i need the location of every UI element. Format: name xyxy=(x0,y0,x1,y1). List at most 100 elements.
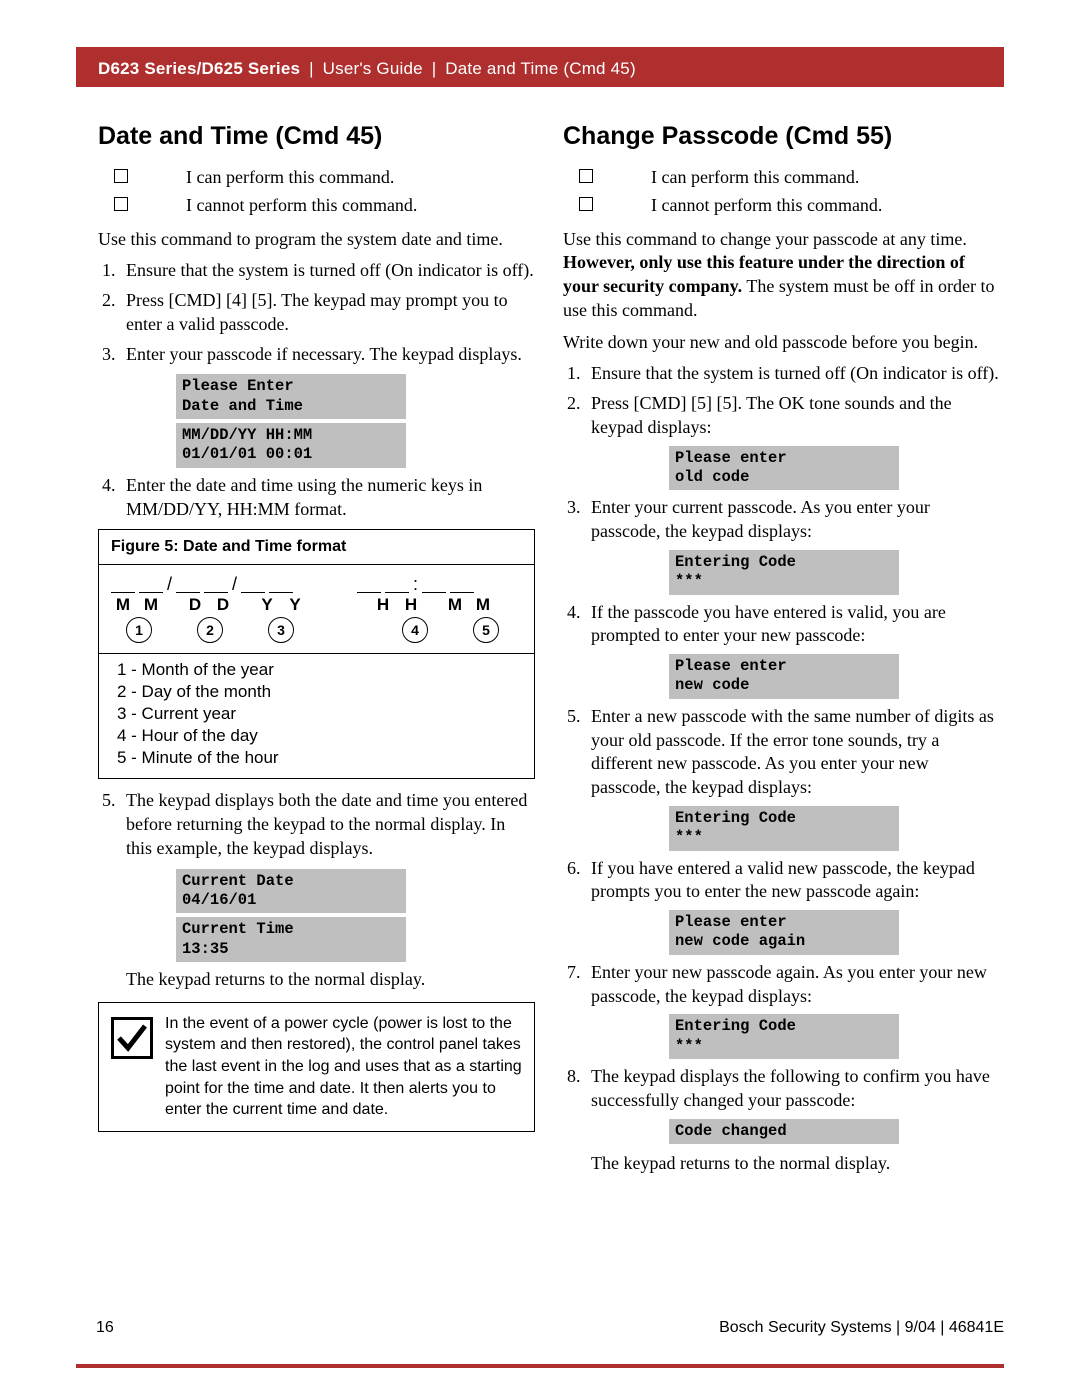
lcd-current-date: Current Date 04/16/01 xyxy=(176,869,406,914)
footer-right: Bosch Security Systems | 9/04 | 46841E xyxy=(719,1319,1004,1337)
right-step-5: Enter a new passcode with the same numbe… xyxy=(585,705,1000,851)
right-intro-a: Use this command to change your passcode… xyxy=(563,229,967,249)
left-intro: Use this command to program the system d… xyxy=(98,228,535,252)
page-number: 16 xyxy=(96,1319,114,1337)
left-steps-c: The keypad displays both the date and ti… xyxy=(120,789,535,860)
left-step-2: Press [CMD] [4] [5]. The keypad may prom… xyxy=(120,289,535,337)
blank xyxy=(269,579,293,593)
lcd-r3-wrap: Please enter new code xyxy=(669,654,899,699)
lcd-r4-wrap: Entering Code *** xyxy=(669,806,899,851)
legend-3: 3 - Current year xyxy=(117,704,522,724)
right-step-4: If the passcode you have entered is vali… xyxy=(585,601,1000,699)
right-step-6-text: If you have entered a valid new passcode… xyxy=(591,858,975,902)
right-after: The keypad returns to the normal display… xyxy=(591,1152,1000,1176)
lcd-new-again: Please enter new code again xyxy=(669,910,899,955)
circle-1: 1 xyxy=(126,617,152,643)
left-steps-b: Enter the date and time using the numeri… xyxy=(120,474,535,522)
circle-4: 4 xyxy=(402,617,428,643)
colon: : xyxy=(413,575,418,593)
right-title: Change Passcode (Cmd 55) xyxy=(563,122,1000,151)
right-write: Write down your new and old passcode bef… xyxy=(563,331,1000,355)
label-h: H xyxy=(371,595,395,615)
left-column: Date and Time (Cmd 45) I can perform thi… xyxy=(98,122,535,1184)
legend-4: 4 - Hour of the day xyxy=(117,726,522,746)
figure-5-body: / / : xyxy=(99,565,534,778)
blank xyxy=(176,579,200,593)
left-check-can: I can perform this command. xyxy=(144,165,535,189)
right-check-cannot: I cannot perform this command. xyxy=(609,193,1000,217)
left-step-5: The keypad displays both the date and ti… xyxy=(120,789,535,860)
labels-row: M M D D Y Y H H M xyxy=(111,595,522,615)
label-m: M xyxy=(139,595,163,615)
right-step-2: Press [CMD] [5] [5]. The OK tone sounds … xyxy=(585,392,1000,490)
label-d: D xyxy=(183,595,207,615)
label-y: Y xyxy=(283,595,307,615)
right-step-6: If you have entered a valid new passcode… xyxy=(585,857,1000,955)
circles-row: 1 2 3 4 5 xyxy=(111,617,522,643)
blank xyxy=(204,579,228,593)
blank xyxy=(450,579,474,593)
figure-5-title: Figure 5: Date and Time format xyxy=(99,530,534,565)
right-step-8-text: The keypad displays the following to con… xyxy=(591,1066,990,1110)
lcd-new-code: Please enter new code xyxy=(669,654,899,699)
lcd-current-time: Current Time 13:35 xyxy=(176,917,406,962)
label-m: M xyxy=(471,595,495,615)
right-step-2-text: Press [CMD] [5] [5]. The OK tone sounds … xyxy=(591,393,952,437)
lcd-r1-wrap: Please enter old code xyxy=(669,446,899,491)
blank xyxy=(139,579,163,593)
left-step-3: Enter your passcode if necessary. The ke… xyxy=(120,343,535,367)
left-checklist: I can perform this command. I cannot per… xyxy=(144,165,535,218)
lcd-r2-wrap: Entering Code *** xyxy=(669,550,899,595)
blank xyxy=(357,579,381,593)
legend-5: 5 - Minute of the hour xyxy=(117,748,522,768)
right-step-4-text: If the passcode you have entered is vali… xyxy=(591,602,946,646)
lcd-r6-wrap: Entering Code *** xyxy=(669,1014,899,1059)
label-d: D xyxy=(211,595,235,615)
note-box: In the event of a power cycle (power is … xyxy=(98,1002,535,1132)
footer: 16 Bosch Security Systems | 9/04 | 46841… xyxy=(96,1319,1004,1337)
blank xyxy=(241,579,265,593)
legend-2: 2 - Day of the month xyxy=(117,682,522,702)
right-step-5-text: Enter a new passcode with the same numbe… xyxy=(591,706,994,797)
header-series: D623 Series/D625 Series xyxy=(98,59,300,78)
left-title: Date and Time (Cmd 45) xyxy=(98,122,535,151)
header-sep-2: | xyxy=(428,59,441,78)
left-check-cannot: I cannot perform this command. xyxy=(144,193,535,217)
checkmark-icon xyxy=(111,1017,153,1059)
blank xyxy=(111,579,135,593)
left-steps-a: Ensure that the system is turned off (On… xyxy=(120,259,535,366)
figure-5-box: Figure 5: Date and Time format / / xyxy=(98,529,535,779)
circle-3: 3 xyxy=(268,617,294,643)
two-column-content: Date and Time (Cmd 45) I can perform thi… xyxy=(76,87,1004,1244)
header-guide: User's Guide xyxy=(323,59,423,78)
blank xyxy=(385,579,409,593)
left-step-4: Enter the date and time using the numeri… xyxy=(120,474,535,522)
label-h: H xyxy=(399,595,423,615)
label-m: M xyxy=(111,595,135,615)
circle-2: 2 xyxy=(197,617,223,643)
right-step-7: Enter your new passcode again. As you en… xyxy=(585,961,1000,1059)
right-step-8: The keypad displays the following to con… xyxy=(585,1065,1000,1144)
slash: / xyxy=(232,575,237,593)
label-y: Y xyxy=(255,595,279,615)
page: D623 Series/D625 Series | User's Guide |… xyxy=(0,0,1080,1397)
right-checklist: I can perform this command. I cannot per… xyxy=(609,165,1000,218)
header-section: Date and Time (Cmd 45) xyxy=(445,59,636,78)
left-step-1: Ensure that the system is turned off (On… xyxy=(120,259,535,283)
lcd-please-enter: Please Enter Date and Time xyxy=(176,374,406,419)
lcd-r7-wrap: Code changed xyxy=(669,1119,899,1144)
slash: / xyxy=(167,575,172,593)
lcd-block-2: Current Date 04/16/01 Current Time 13:35 xyxy=(176,869,406,963)
header-bar: D623 Series/D625 Series | User's Guide |… xyxy=(76,55,1004,87)
right-step-7-text: Enter your new passcode again. As you en… xyxy=(591,962,987,1006)
right-intro: Use this command to change your passcode… xyxy=(563,228,1000,323)
label-m: M xyxy=(443,595,467,615)
right-step-1: Ensure that the system is turned off (On… xyxy=(585,362,1000,386)
lcd-mmddyy: MM/DD/YY HH:MM 01/01/01 00:01 xyxy=(176,423,406,468)
blank xyxy=(422,579,446,593)
lcd-r5-wrap: Please enter new code again xyxy=(669,910,899,955)
right-step-3: Enter your current passcode. As you ente… xyxy=(585,496,1000,594)
circle-5: 5 xyxy=(473,617,499,643)
right-steps: Ensure that the system is turned off (On… xyxy=(585,362,1000,1144)
content-frame: D623 Series/D625 Series | User's Guide |… xyxy=(76,47,1004,1368)
